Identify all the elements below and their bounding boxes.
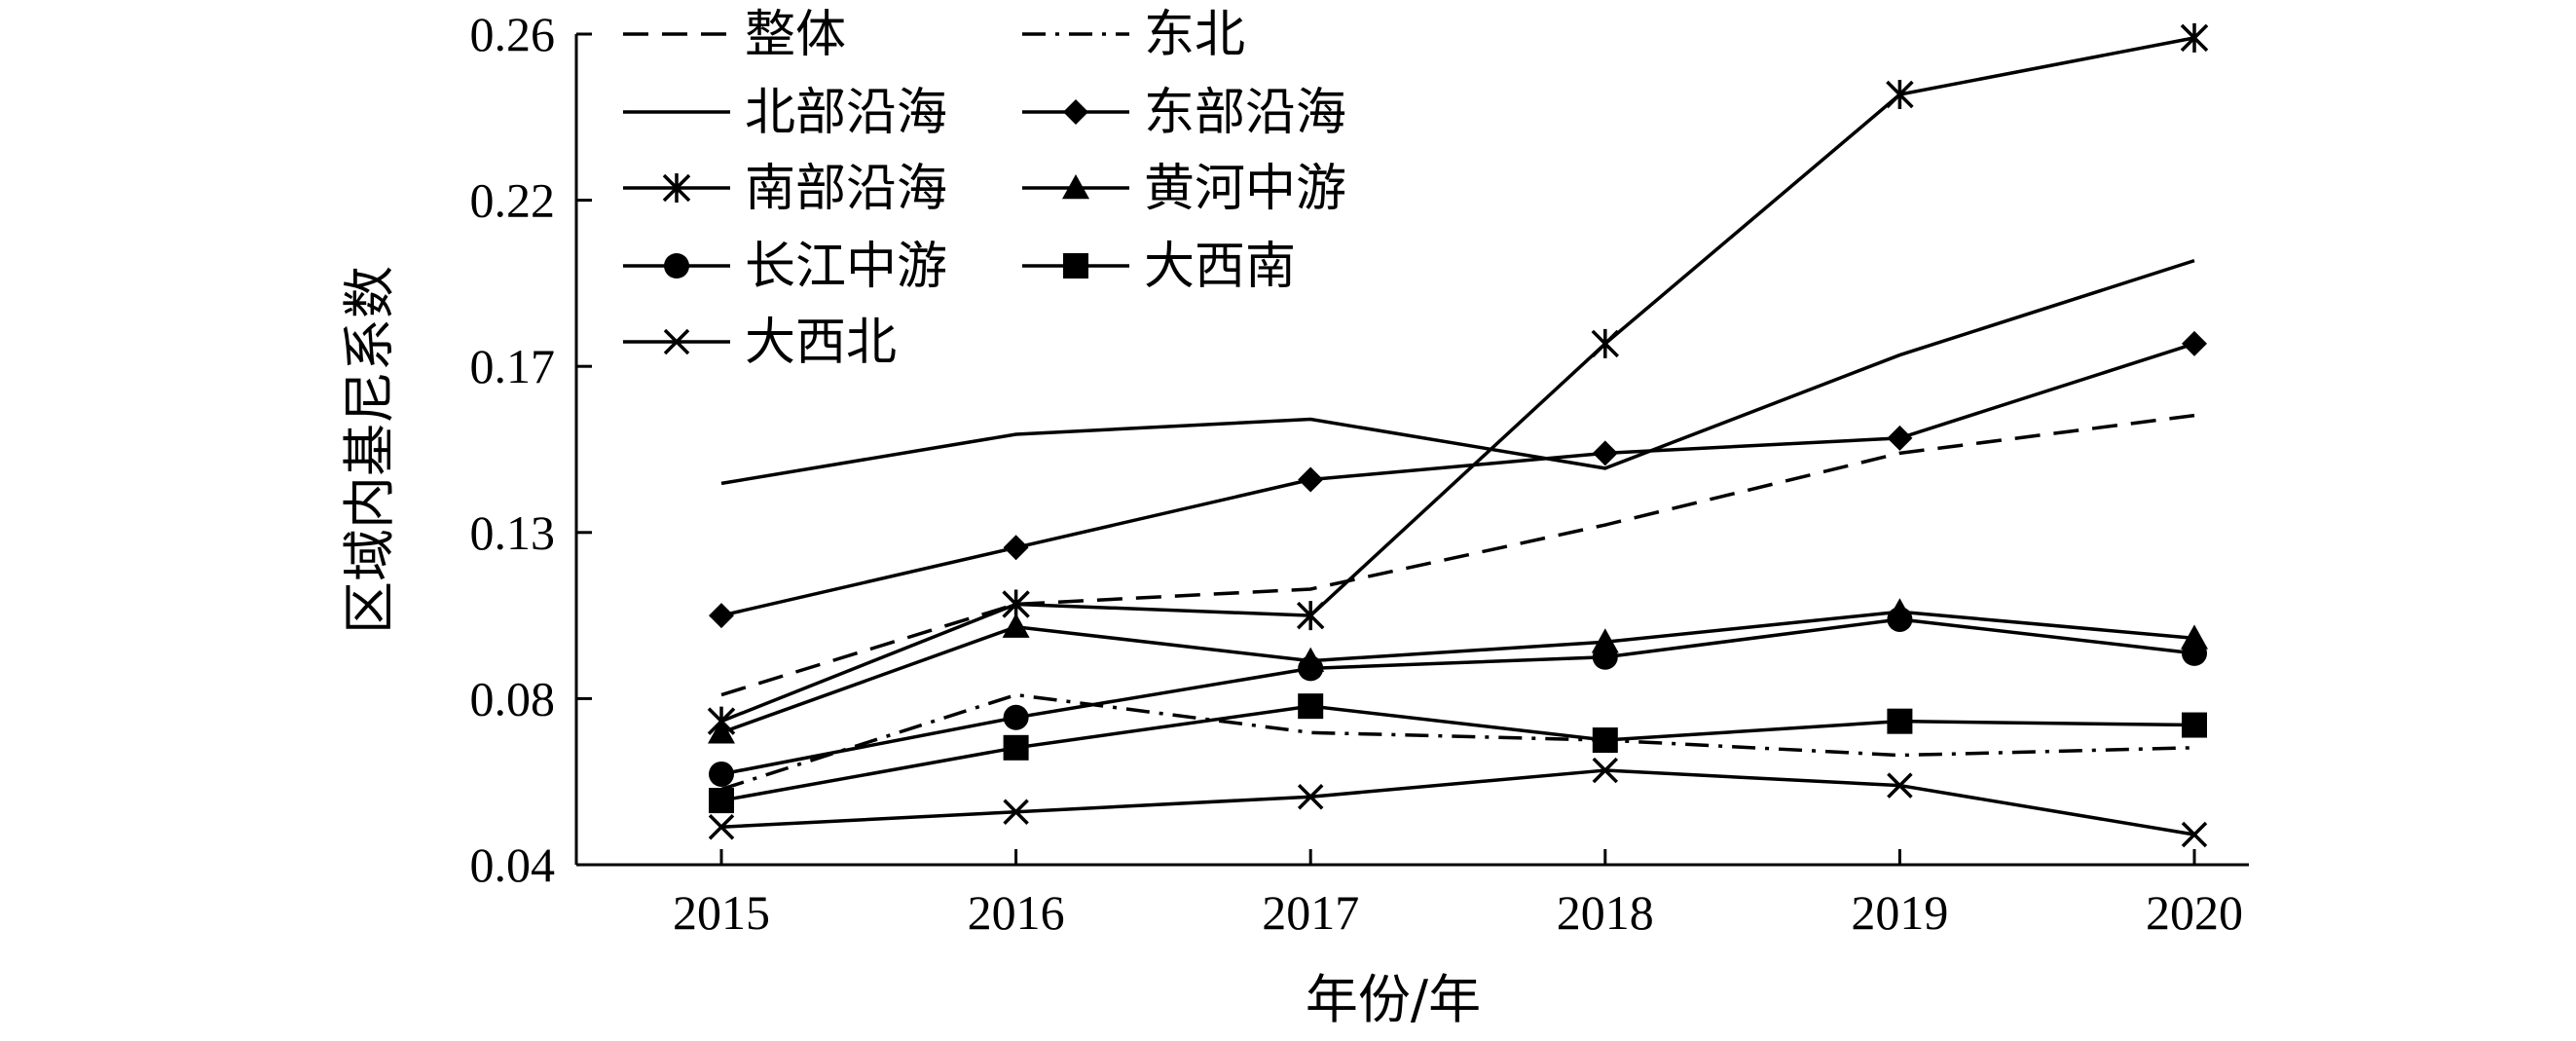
- legend-label: 大西南: [1144, 238, 1296, 296]
- y-tick-label: 0.22: [470, 173, 556, 228]
- y-tick-label: 0.26: [470, 7, 556, 61]
- data-point: [1003, 704, 1029, 730]
- data-point: [1063, 99, 1088, 125]
- data-point: [1003, 799, 1029, 825]
- data-point: [1063, 253, 1088, 279]
- series-line: [720, 768, 2195, 837]
- data-point: [709, 761, 734, 787]
- chart-axes: [574, 32, 2249, 867]
- data-point: [1298, 466, 1324, 493]
- legend-entry: 南部沿海: [623, 160, 947, 218]
- x-tick-label: 2018: [1557, 885, 1654, 940]
- data-point: [1298, 693, 1324, 720]
- legend-label: 黄河中游: [1144, 160, 1346, 218]
- x-tick-label: 2015: [673, 885, 770, 940]
- data-point: [2182, 712, 2207, 738]
- legend-label: 大西北: [745, 314, 897, 372]
- series-line: [720, 413, 2195, 697]
- y-tick-labels: 0.04 0.08 0.13 0.17 0.22 0.26: [470, 7, 556, 892]
- series-line: [720, 610, 2195, 734]
- data-point: [1592, 727, 1618, 754]
- legend-label: 东部沿海: [1144, 84, 1346, 142]
- data-point: [1003, 535, 1029, 561]
- data-point: [1298, 655, 1324, 682]
- data-point: [708, 813, 735, 840]
- legend-entry: 东部沿海: [1022, 84, 1346, 142]
- series-8: [709, 693, 2207, 814]
- legend-entry: 黄河中游: [1022, 160, 1346, 218]
- series-1: [720, 413, 2195, 697]
- legend-entry: 北部沿海: [623, 84, 947, 142]
- data-point: [662, 173, 691, 203]
- legend-label: 北部沿海: [745, 84, 947, 142]
- data-point: [709, 788, 734, 814]
- series-line: [720, 258, 2195, 486]
- data-point: [1062, 174, 1089, 200]
- data-point: [1592, 440, 1618, 466]
- data-point: [2181, 821, 2208, 848]
- data-point: [1296, 601, 1325, 631]
- data-point: [1003, 734, 1029, 761]
- data-point: [1591, 328, 1620, 358]
- x-axis-title: 年份/年: [1306, 969, 1481, 1030]
- y-tick-label: 0.08: [470, 671, 556, 725]
- y-tick-label: 0.13: [470, 505, 556, 560]
- data-point: [708, 719, 735, 744]
- series-line: [720, 692, 2195, 792]
- x-tick-labels: 2015 2016 2017 2018 2019 2020: [673, 885, 2243, 940]
- data-point: [2182, 640, 2207, 666]
- series-line: [720, 36, 2195, 724]
- x-tick-label: 2019: [1851, 885, 1948, 940]
- legend-entry: 东北: [1022, 6, 1245, 64]
- x-tick-label: 2017: [1262, 885, 1359, 940]
- data-point: [1297, 783, 1324, 810]
- series-4: [709, 330, 2207, 629]
- data-point: [1886, 80, 1914, 110]
- data-point: [2182, 330, 2207, 356]
- legend-entry: 长江中游: [623, 238, 947, 296]
- data-point: [663, 328, 690, 355]
- data-point: [1592, 644, 1618, 670]
- x-tick-label: 2016: [968, 885, 1065, 940]
- legend-label: 整体: [745, 6, 846, 64]
- data-point: [709, 603, 734, 629]
- legend-entry: 大西北: [623, 314, 897, 372]
- y-tick-label: 0.04: [470, 837, 556, 892]
- series-layer: [707, 22, 2209, 848]
- legend-entry: 大西南: [1022, 238, 1296, 296]
- data-point: [664, 253, 689, 279]
- data-point: [1887, 425, 1913, 451]
- series-line: [720, 342, 2195, 617]
- series-2: [720, 692, 2195, 792]
- series-line: [720, 704, 2195, 802]
- data-point: [2180, 22, 2209, 53]
- series-7: [709, 606, 2207, 787]
- series-9: [708, 757, 2208, 848]
- y-axis-title: 区域内基尼系数: [339, 266, 400, 634]
- legend-label: 东北: [1144, 6, 1245, 64]
- y-tick-label: 0.17: [470, 339, 556, 393]
- x-tick-label: 2020: [2146, 885, 2243, 940]
- data-point: [1887, 772, 1913, 799]
- data-point: [1887, 606, 1913, 632]
- series-3: [720, 258, 2195, 486]
- data-point: [1592, 757, 1619, 784]
- data-point: [1887, 708, 1913, 734]
- legend-entry: 整体: [623, 6, 846, 64]
- legend-label: 长江中游: [745, 238, 947, 296]
- legend-label: 南部沿海: [745, 160, 947, 218]
- data-point: [1002, 613, 1030, 638]
- series-line: [720, 617, 2195, 776]
